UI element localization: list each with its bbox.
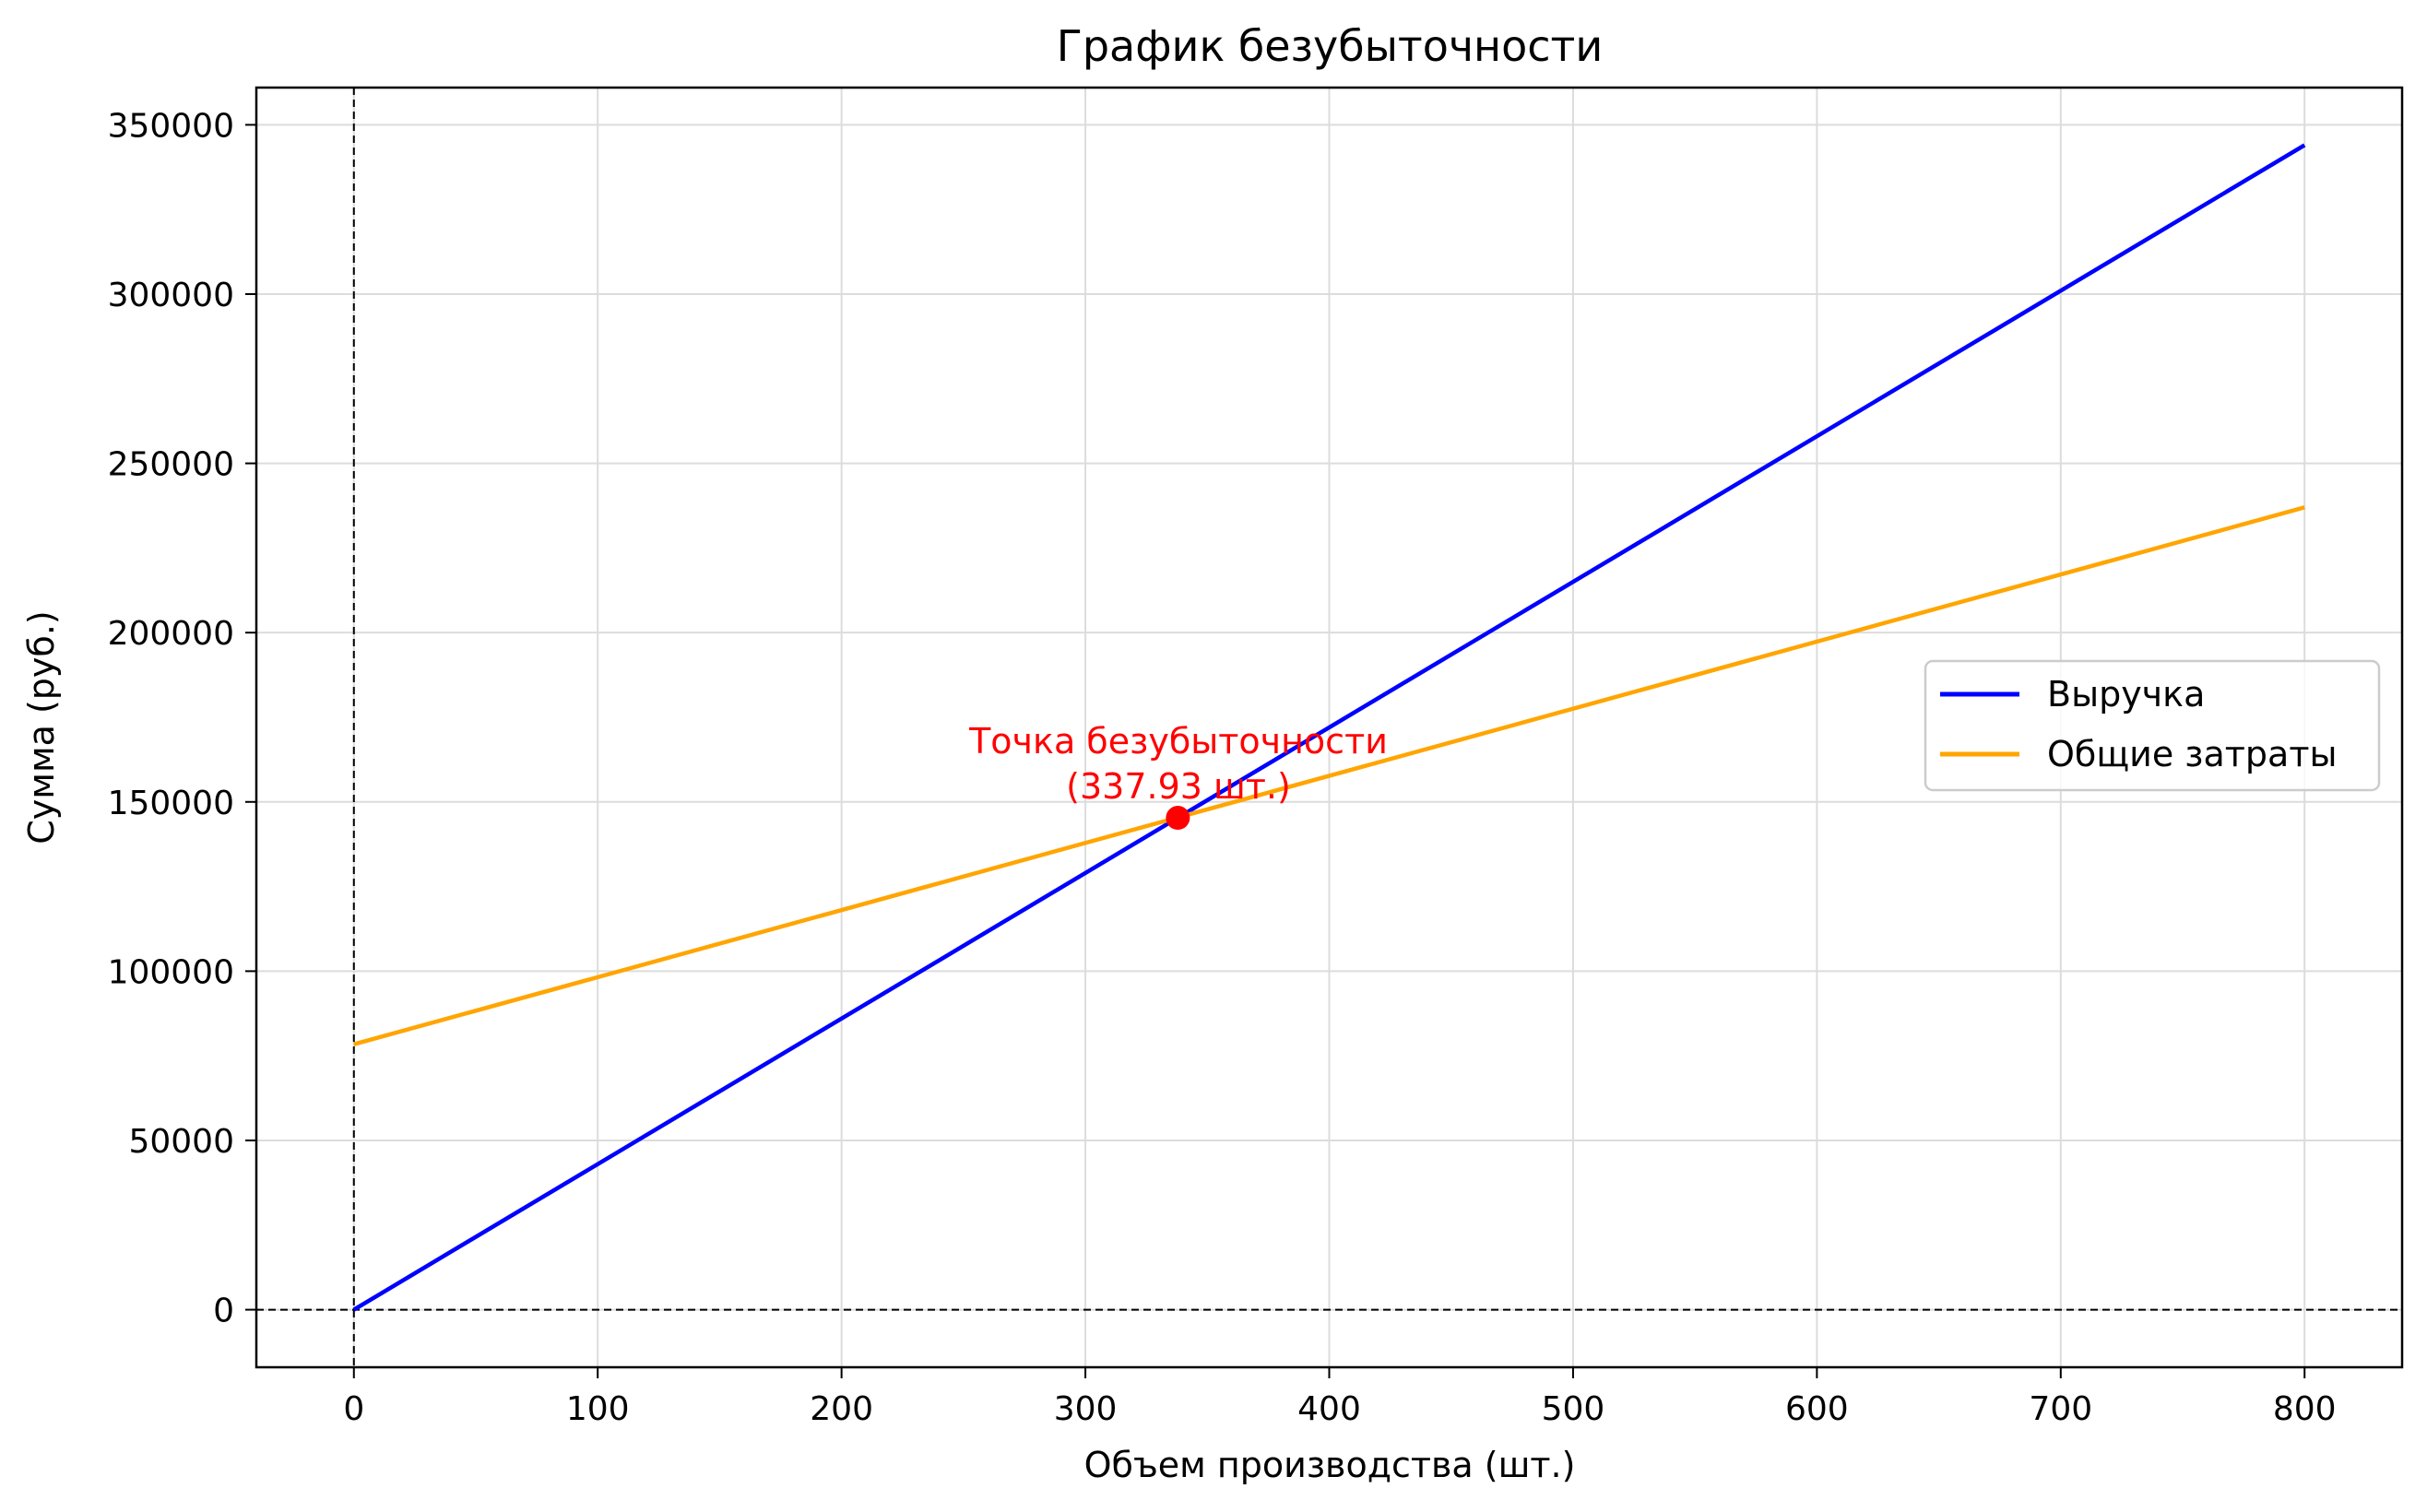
y-tick-label: 50000 [128, 1123, 234, 1161]
y-tick-label: 300000 [108, 277, 234, 314]
legend: Выручка Общие затраты [1924, 659, 2381, 792]
y-tick-label: 0 [213, 1293, 234, 1330]
y-tick-label: 250000 [108, 446, 234, 484]
series-line-total-costs [353, 505, 2305, 1046]
breakeven-point-marker [1166, 806, 1190, 831]
series-line-revenue [352, 143, 2306, 1312]
x-tick-label: 100 [566, 1390, 630, 1428]
legend-label-revenue: Выручка [2047, 674, 2205, 715]
annotation-line2: (337.93 шт.) [1066, 766, 1291, 807]
y-tick-label: 150000 [108, 785, 234, 822]
y-tick-label: 350000 [108, 107, 234, 145]
x-tick-label: 800 [2273, 1390, 2337, 1428]
x-tick-label: 200 [810, 1390, 873, 1428]
x-tick-label: 0 [343, 1390, 364, 1428]
x-tick-label: 500 [1542, 1390, 1605, 1428]
x-axis-label: Объем производства (шт.) [1084, 1445, 1576, 1485]
x-axis-ticks: 0 100 200 300 400 500 600 700 800 [343, 1367, 2337, 1428]
legend-label-total-costs: Общие затраты [2047, 734, 2337, 774]
series-lines [352, 143, 2306, 1312]
y-axis-ticks: 0 50000 100000 150000 200000 250000 300000 3500… [108, 107, 256, 1330]
breakeven-annotation: Точка безубыточности (337.93 шт.) [968, 721, 1388, 831]
x-tick-label: 700 [2029, 1390, 2092, 1428]
reference-lines [256, 88, 2402, 1367]
chart-title: График безубыточности [1057, 21, 1603, 71]
legend-box [1924, 659, 2381, 792]
y-axis-label: Сумма (руб.) [21, 610, 62, 845]
x-tick-label: 400 [1297, 1390, 1361, 1428]
x-tick-label: 600 [1785, 1390, 1849, 1428]
annotation-line1: Точка безубыточности [968, 721, 1388, 762]
y-tick-label: 100000 [108, 953, 234, 991]
x-tick-label: 300 [1054, 1390, 1118, 1428]
y-tick-label: 200000 [108, 615, 234, 653]
